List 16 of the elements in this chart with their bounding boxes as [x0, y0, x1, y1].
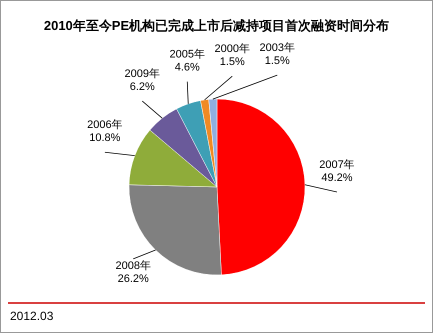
data-label: 1.5%	[220, 56, 246, 68]
slice-label: 2008年	[115, 260, 151, 272]
slice-label: 2007年	[319, 158, 355, 171]
slice-label: 2009年	[124, 68, 160, 80]
slice-label: 2006年	[87, 119, 123, 132]
data-label: 1.5%	[264, 55, 290, 68]
text: 2012.03	[10, 309, 54, 323]
data-label: 26.2%	[118, 272, 150, 285]
slice-label: 2005年	[170, 48, 206, 61]
slice-label: 2003年	[260, 42, 296, 54]
slice-label: 2000年	[214, 43, 250, 56]
data-label: 4.6%	[174, 62, 200, 74]
data-label: 6.2%	[130, 81, 156, 94]
data-label: 10.8%	[89, 132, 121, 144]
chart-title: 2010年至今PE机构已完成上市后减持项目首次融资时间分布	[44, 18, 390, 33]
data-label: 49.2%	[321, 172, 353, 184]
